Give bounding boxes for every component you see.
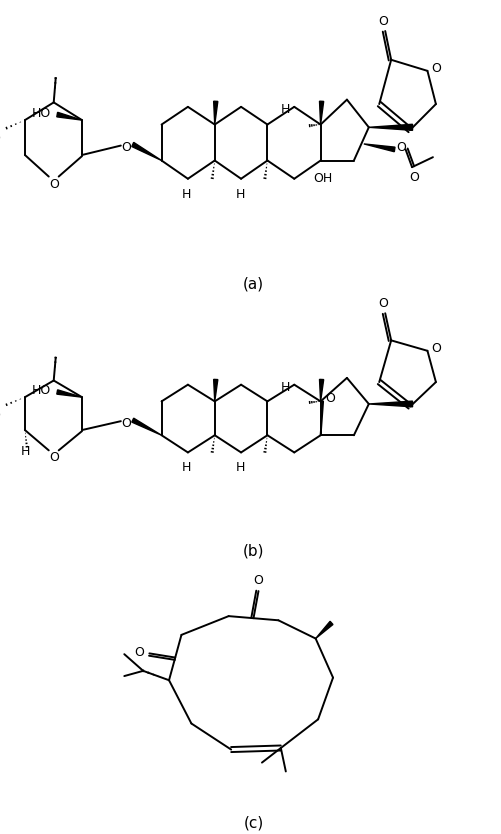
Polygon shape (368, 124, 412, 130)
Text: (c): (c) (243, 815, 263, 830)
Text: O: O (430, 342, 440, 354)
Text: O: O (430, 62, 440, 74)
Polygon shape (319, 379, 323, 401)
Text: H: H (182, 460, 191, 474)
Text: O: O (134, 646, 144, 659)
Polygon shape (213, 101, 217, 124)
Text: (b): (b) (242, 544, 264, 559)
Text: O: O (49, 178, 59, 191)
Polygon shape (213, 379, 217, 401)
Text: OH: OH (313, 172, 332, 184)
Text: (a): (a) (242, 276, 264, 291)
Text: H: H (182, 188, 191, 201)
Polygon shape (368, 401, 412, 407)
Text: O: O (377, 14, 387, 28)
Text: O: O (253, 574, 263, 587)
Text: H: H (280, 103, 290, 116)
Text: O: O (409, 171, 419, 183)
Text: H: H (235, 460, 244, 474)
Polygon shape (363, 144, 394, 152)
Text: O: O (49, 451, 59, 465)
Text: H: H (21, 445, 31, 459)
Polygon shape (57, 389, 82, 397)
Polygon shape (315, 621, 332, 639)
Text: H: H (280, 381, 290, 394)
Text: O: O (325, 392, 335, 405)
Text: O: O (377, 298, 387, 310)
Text: O: O (121, 417, 130, 430)
Text: H: H (235, 188, 244, 201)
Text: O: O (396, 141, 406, 154)
Polygon shape (57, 113, 82, 120)
Text: HO: HO (32, 384, 51, 398)
Polygon shape (132, 143, 161, 160)
Polygon shape (132, 418, 161, 435)
Text: O: O (121, 141, 130, 154)
Polygon shape (319, 101, 323, 124)
Text: HO: HO (32, 107, 51, 120)
